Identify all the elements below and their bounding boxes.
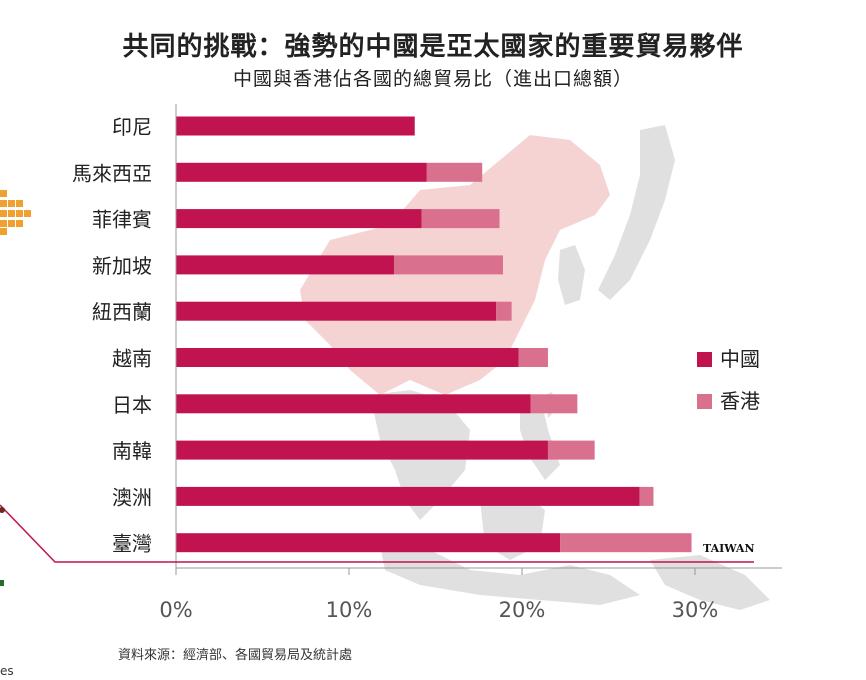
taiwan-annotation: TAIWAN [703,542,755,555]
edge-pixel-deco [0,220,7,227]
bar-china-4 [176,301,497,321]
category-label-0: 印尼 [112,115,152,139]
bars-group [176,116,692,553]
bar-hongkong-8 [639,486,654,506]
bar-china-7 [176,440,548,460]
category-label-9: 臺灣 [112,532,152,556]
edge-pixel-deco [8,220,15,227]
indonesia-map-shape [380,545,640,605]
category-label-3: 新加坡 [92,254,152,278]
bar-hongkong-1 [426,162,483,182]
bar-hongkong-5 [518,348,548,367]
edge-pixel-deco [16,200,23,207]
bar-hongkong-2 [421,209,500,229]
x-tick-label-0: 0% [159,598,192,622]
bar-hongkong-9 [560,533,692,553]
baseline-marker-dot [0,507,5,513]
legend-label-0: 中國 [720,347,760,371]
bar-china-0 [176,116,415,136]
chart-title: 共同的挑戰：強勢的中國是亞太國家的重要貿易夥伴 [122,32,744,62]
edge-pixel-deco [0,200,7,207]
x-tick-label-3: 30% [672,598,719,622]
bar-hongkong-3 [393,255,503,275]
legend-swatch-0 [697,352,712,367]
corner-text: es [0,664,14,678]
edge-pixel-deco [24,210,31,217]
korea-map-shape [558,245,585,305]
edge-pixel-deco [0,228,7,235]
edge-pixel-deco [8,200,15,207]
category-label-5: 越南 [112,347,152,371]
category-label-7: 南韓 [112,439,152,463]
edge-pixel-deco [0,210,7,217]
x-tick-label-2: 20% [499,598,546,622]
new-guinea-map-shape [650,555,770,610]
x-tick-label-1: 10% [326,598,373,622]
chart-subtitle: 中國與香港佔各國的總貿易比（進出口總額） [232,68,633,90]
category-label-6: 日本 [112,393,152,417]
decorations: TAIWAN [0,190,755,586]
legend-label-1: 香港 [720,389,760,413]
bar-china-3 [176,255,394,275]
bar-china-8 [176,486,640,506]
edge-pixel-deco [8,210,15,217]
bar-hongkong-4 [496,301,512,321]
edge-pixel-deco [16,220,23,227]
bar-china-1 [176,162,427,182]
category-label-8: 澳洲 [112,485,152,509]
edge-pixel-deco [16,210,23,217]
bar-china-2 [176,209,422,229]
bar-hongkong-6 [530,394,578,414]
taiwan-baseline-line [0,504,754,563]
bar-china-9 [176,533,561,553]
edge-green-mark [0,580,4,586]
bar-china-5 [176,348,519,367]
x-axis: 0% 10% 20% 30% [159,104,782,622]
bar-china-6 [176,394,531,414]
source-note: 資料來源：經濟部、各國貿易局及統計處 [118,648,353,663]
legend-swatch-1 [697,394,712,409]
category-label-1: 馬來西亞 [72,161,152,185]
edge-pixel-deco [0,190,7,197]
japan-map-shape [598,125,675,300]
category-label-4: 紐西蘭 [92,300,152,324]
bar-hongkong-7 [547,440,595,460]
category-label-2: 菲律賓 [92,208,152,232]
